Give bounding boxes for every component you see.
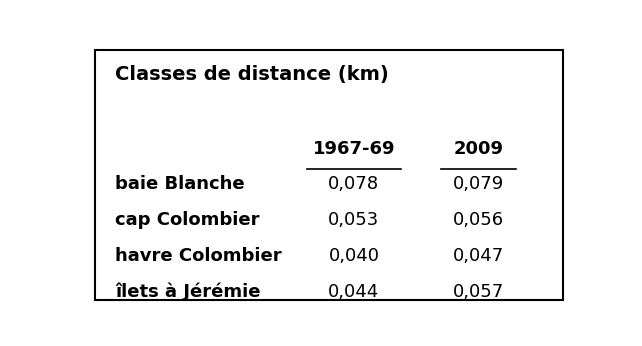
Text: Classes de distance (km): Classes de distance (km) [115, 65, 389, 84]
Text: 0,079: 0,079 [453, 175, 504, 193]
Text: 1967-69: 1967-69 [313, 140, 395, 158]
Text: îlets à Jérémie: îlets à Jérémie [115, 283, 261, 301]
Text: 0,053: 0,053 [328, 211, 379, 229]
Text: 0,057: 0,057 [453, 283, 504, 301]
Text: cap Colombier: cap Colombier [115, 211, 259, 229]
Text: 0,056: 0,056 [453, 211, 504, 229]
Text: 2009: 2009 [453, 140, 503, 158]
Text: 0,040: 0,040 [329, 247, 379, 265]
FancyBboxPatch shape [95, 49, 563, 300]
Text: 0,047: 0,047 [453, 247, 504, 265]
Text: baie Blanche: baie Blanche [115, 175, 245, 193]
Text: 0,078: 0,078 [328, 175, 379, 193]
Text: 0,044: 0,044 [328, 283, 379, 301]
Text: havre Colombier: havre Colombier [115, 247, 282, 265]
